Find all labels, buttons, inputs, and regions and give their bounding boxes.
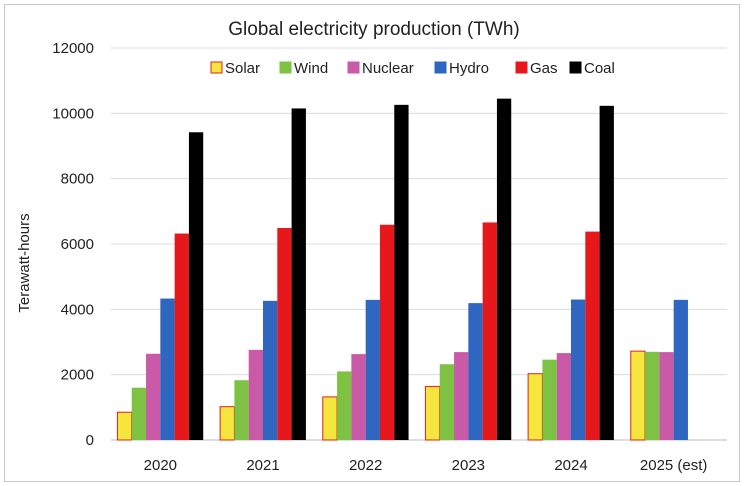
x-tick-label: 2024 — [554, 457, 587, 474]
bars — [116, 98, 688, 441]
bar-wind-4 — [542, 359, 557, 440]
x-tick-label: 2023 — [452, 457, 485, 474]
legend-label-hydro: Hydro — [449, 60, 489, 77]
bar-gas-1 — [277, 227, 292, 440]
legend-swatch-gas — [515, 61, 528, 74]
y-tick-label: 2000 — [61, 367, 94, 384]
bar-wind-0 — [131, 387, 147, 440]
x-tick-label: 2022 — [349, 457, 382, 474]
bar-solar-1 — [219, 406, 235, 441]
bar-hydro-0 — [160, 298, 175, 440]
bar-gas-4 — [585, 231, 600, 440]
chart-title: Global electricity production (TWh) — [228, 19, 519, 40]
bar-gas-3 — [482, 222, 497, 440]
bar-wind-5 — [645, 351, 660, 440]
bar-coal-2 — [394, 104, 409, 440]
y-tick-label: 10000 — [52, 105, 94, 122]
bar-hydro-1 — [263, 300, 278, 440]
bar-coal-0 — [188, 132, 204, 440]
bar-nuclear-3 — [454, 352, 469, 440]
chart-frame: Global electricity production (TWh) Tera… — [4, 4, 740, 482]
bar-hydro-4 — [571, 299, 586, 440]
legend-label-coal: Coal — [584, 60, 615, 77]
x-tick-label: 2025 (est) — [640, 457, 708, 474]
bar-solar-5 — [630, 350, 646, 441]
y-tick-label: 12000 — [52, 40, 94, 57]
legend: Solar Wind Nuclear Hydro Gas Coal — [210, 60, 615, 77]
legend-swatch-coal — [569, 61, 582, 74]
bar-hydro-2 — [365, 299, 380, 440]
bar-solar-2 — [322, 396, 338, 441]
y-tick-label: 4000 — [61, 301, 94, 318]
legend-label-solar: Solar — [225, 60, 260, 77]
legend-swatch-nuclear — [347, 61, 360, 74]
legend-swatch-wind — [279, 61, 292, 74]
gridlines — [111, 47, 727, 441]
bar-coal-3 — [496, 98, 512, 440]
bar-solar-0 — [116, 411, 133, 441]
legend-label-gas: Gas — [530, 60, 558, 77]
bar-wind-1 — [234, 380, 249, 440]
bar-nuclear-2 — [351, 354, 366, 440]
x-tick-label: 2020 — [144, 457, 177, 474]
bar-nuclear-1 — [248, 349, 263, 440]
bar-solar-3 — [424, 385, 441, 441]
bar-chart: Global electricity production (TWh) Tera… — [16, 19, 727, 474]
bar-gas-2 — [379, 224, 395, 440]
bar-coal-1 — [291, 108, 306, 440]
y-tick-label: 0 — [86, 432, 94, 449]
bar-wind-3 — [439, 364, 455, 440]
bar-nuclear-0 — [146, 353, 161, 440]
bar-coal-4 — [599, 105, 614, 440]
bar-solar-4 — [527, 373, 543, 441]
y-tick-label: 8000 — [61, 171, 94, 188]
y-tick-labels: 0 2000 4000 6000 8000 10000 12000 — [52, 40, 94, 449]
bar-wind-2 — [337, 371, 352, 440]
y-tick-label: 6000 — [61, 236, 94, 253]
legend-swatch-hydro — [434, 61, 447, 74]
y-axis-label: Terawatt-hours — [16, 213, 33, 312]
bar-nuclear-5 — [659, 352, 674, 440]
legend-label-wind: Wind — [294, 60, 328, 77]
x-tick-labels: 2020 2021 2022 2023 2024 2025 (est) — [144, 457, 708, 474]
bar-gas-0 — [174, 233, 189, 440]
legend-label-nuclear: Nuclear — [362, 60, 414, 77]
legend-swatch-solar — [210, 61, 223, 74]
x-tick-label: 2021 — [246, 457, 279, 474]
bar-hydro-3 — [468, 303, 483, 440]
bar-hydro-5 — [673, 299, 688, 440]
bar-nuclear-4 — [556, 353, 571, 440]
